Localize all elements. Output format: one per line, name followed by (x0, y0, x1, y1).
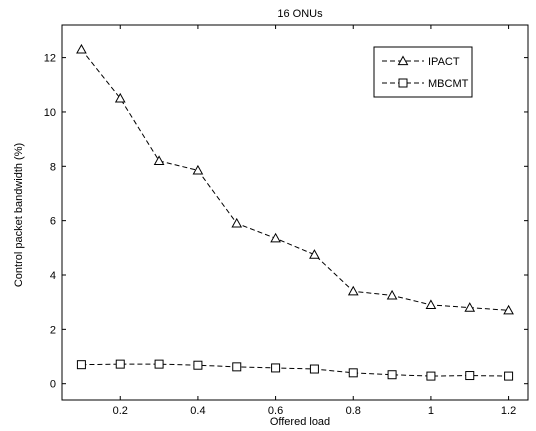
legend-label-mbcmt: MBCMT (428, 78, 469, 90)
x-tick-label: 0.8 (346, 405, 361, 417)
x-axis-label: Offered load (270, 416, 330, 428)
x-tick-label: 0.4 (190, 405, 205, 417)
data-point-mbcmt (309, 364, 319, 374)
y-axis-label: Control packet bandwidth (%) (13, 143, 25, 287)
legend-marker-ipact (397, 55, 409, 66)
data-point-ipact (153, 155, 165, 165)
y-tick-label: 10 (44, 107, 56, 119)
series-mbcmt (76, 359, 514, 381)
data-point-mbcmt (154, 359, 164, 369)
plot-area (61, 24, 529, 401)
data-point-mbcmt (193, 360, 203, 370)
legend-box (373, 46, 473, 98)
data-point-mbcmt (426, 371, 436, 381)
legend: IPACT MBCMT (373, 46, 473, 98)
data-point-mbcmt (76, 360, 86, 370)
series-line-mbcmt (81, 363, 509, 377)
data-point-mbcmt (115, 359, 125, 369)
y-tick-label: 4 (50, 270, 56, 282)
legend-marker-mbcmt (398, 78, 408, 88)
data-point-ipact (464, 302, 476, 312)
data-point-mbcmt (232, 362, 242, 372)
axis-ticks: 0.2 0.4 0.6 0.8 1 1.2 0 2 4 6 8 10 12 (44, 25, 528, 417)
x-tick-label: 0.6 (268, 405, 283, 417)
y-tick-label: 0 (50, 379, 56, 391)
data-point-ipact (76, 43, 87, 54)
data-point-ipact (425, 299, 437, 309)
data-point-ipact (309, 249, 320, 259)
x-tick-label: 1.2 (501, 405, 516, 417)
data-point-mbcmt (465, 371, 475, 381)
data-point-ipact (231, 217, 243, 228)
x-tick-label: 0.2 (113, 405, 128, 417)
data-point-ipact (347, 285, 359, 296)
y-tick-label: 6 (50, 216, 56, 228)
data-point-mbcmt (271, 363, 281, 373)
data-point-mbcmt (387, 370, 397, 380)
data-point-ipact (270, 232, 281, 243)
legend-label-ipact: IPACT (428, 56, 460, 68)
series-layer (76, 43, 514, 381)
data-point-mbcmt (504, 371, 514, 381)
chart-title: 16 ONUs (277, 8, 323, 20)
data-point-mbcmt (348, 368, 358, 378)
data-point-ipact (192, 164, 204, 175)
data-point-ipact (386, 289, 398, 300)
data-point-ipact (503, 304, 514, 315)
data-point-ipact (114, 92, 126, 103)
x-tick-label: 1 (428, 405, 434, 417)
y-tick-label: 8 (50, 161, 56, 173)
series-line-ipact (81, 49, 509, 311)
y-tick-label: 2 (50, 324, 56, 336)
y-tick-label: 12 (44, 53, 56, 65)
series-ipact (76, 43, 514, 315)
